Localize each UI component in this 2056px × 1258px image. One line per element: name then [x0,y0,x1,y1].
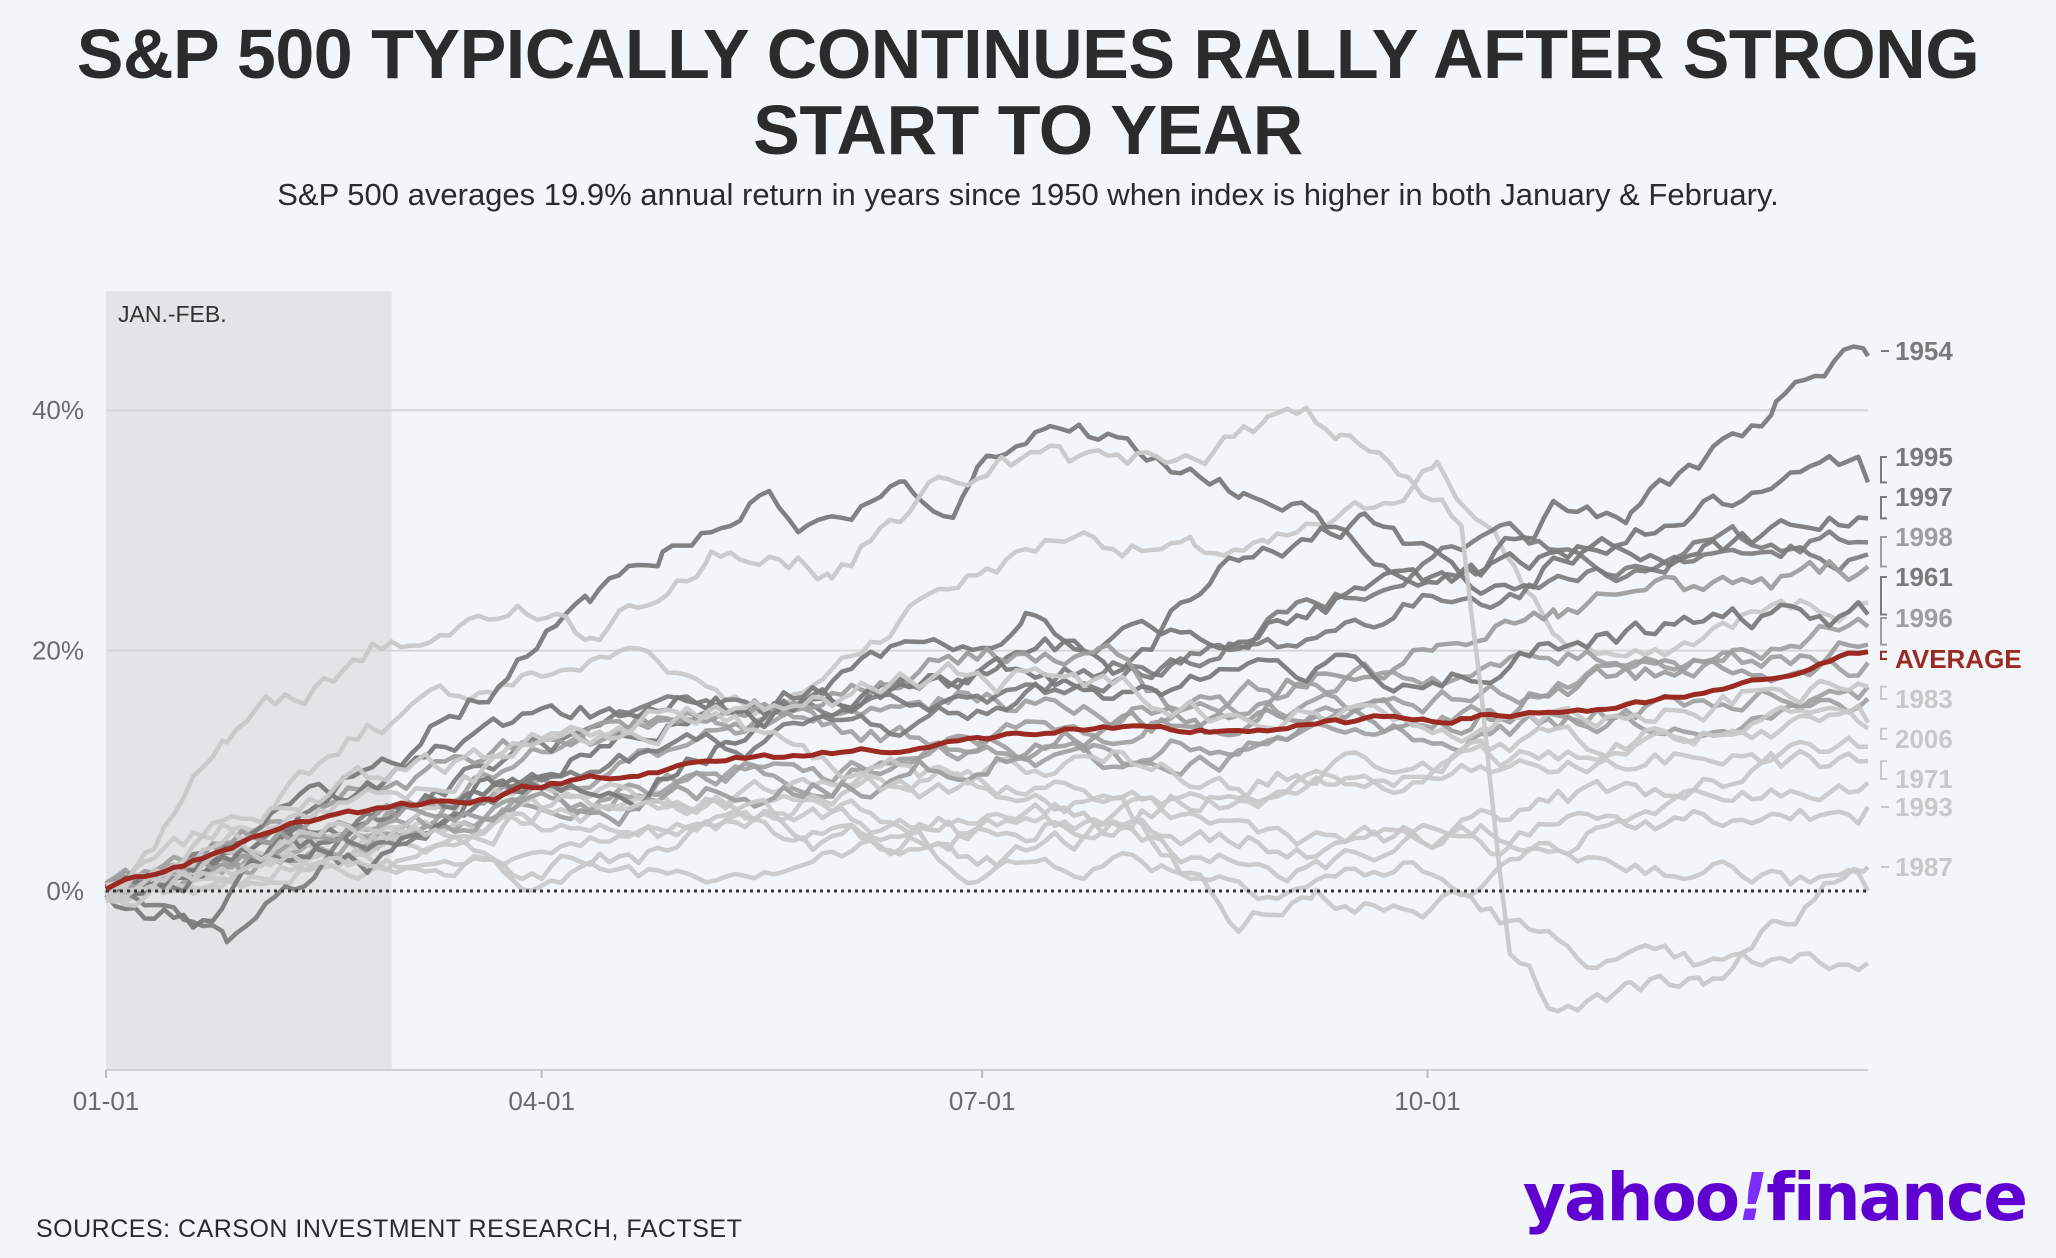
series-label-1997: 1997 [1895,482,1953,512]
label-connector-2006 [1880,727,1887,740]
label-connector-1996 [1880,617,1887,646]
series-line-average [104,649,1869,892]
label-connector-AVERAGE [1880,650,1887,660]
x-tick-label: 01-01 [73,1086,140,1116]
yahoo-finance-logo: yahoo!finance [1522,1159,2028,1236]
title-line-1: S&P 500 TYPICALLY CONTINUES RALLY AFTER … [76,15,1980,93]
logo-main: yahoo [1522,1159,1740,1236]
x-tick-label: 04-01 [508,1086,575,1116]
label-connector-1997 [1880,496,1887,520]
series-label-1983: 1983 [1895,684,1953,714]
series-label-1995: 1995 [1895,442,1953,472]
label-connector-1961 [1880,576,1887,616]
axis-layer: 0% 20% 40% 01-01 04-01 07-01 10-01 [32,395,1868,1116]
x-tick-label: 10-01 [1394,1086,1461,1116]
series-line-1971 [105,705,1869,894]
shaded-region-label: JAN.-FEB. [118,301,227,327]
series-line-2006 [105,708,1870,900]
y-tick-label: 40% [32,395,84,425]
series-label-1961: 1961 [1895,562,1953,592]
series-line-1954 [104,344,1870,930]
y-tick-label: 20% [32,636,84,666]
label-connector-1998 [1880,536,1887,568]
series-label-layer: 1954 1995 1997 1998 1961 1996 AVERAGE 1983 2006 1… [1880,336,2022,882]
series-label-2006: 2006 [1895,724,1953,754]
series-line-1995 [104,453,1871,895]
label-connector-1995 [1880,456,1887,484]
y-tick-label: 0% [46,876,84,906]
series-label-1993: 1993 [1895,792,1953,822]
series-label-AVERAGE: AVERAGE [1895,644,2022,674]
chart-title: S&P 500 TYPICALLY CONTINUES RALLY AFTER … [0,16,2056,168]
series-line-unlabeled-9 [104,697,1870,885]
series-label-1954: 1954 [1895,336,1953,366]
x-tick-label: 07-01 [949,1086,1016,1116]
series-label-1996: 1996 [1895,603,1953,633]
jan-feb-shaded-region [106,291,392,1070]
label-connector-1983 [1880,685,1887,700]
series-line-unlabeled-10 [105,703,1870,899]
series-label-1971: 1971 [1895,764,1953,794]
series-label-1998: 1998 [1895,522,1953,552]
shaded-region-layer: JAN.-FEB. [106,291,392,1070]
series-line-unlabeled-7 [104,795,1870,904]
average-layer [104,649,1869,892]
logo-end: finance [1766,1159,2028,1236]
logo-mark: ! [1738,1159,1768,1236]
source-note: SOURCES: CARSON INVESTMENT RESEARCH, FAC… [36,1215,743,1243]
series-line-1987 [104,405,1870,1014]
series-label-1987: 1987 [1895,852,1953,882]
label-connector-1971 [1880,760,1887,780]
series-line-1997 [104,511,1869,894]
series-line-1993 [105,797,1870,908]
series-line-1996 [104,640,1869,892]
title-line-2: START TO YEAR [753,91,1303,169]
chart-subtitle: S&P 500 averages 19.9% annual return in … [277,177,1779,212]
